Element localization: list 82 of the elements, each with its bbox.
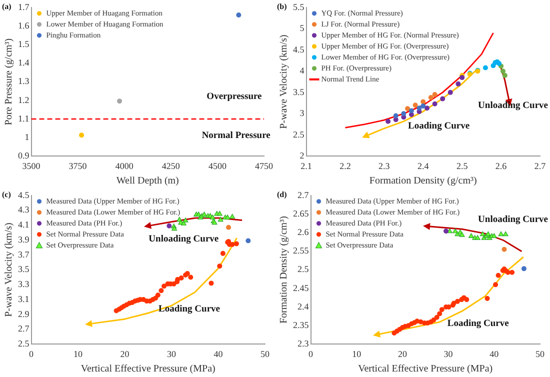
y-tick-label: 3.9	[18, 234, 30, 244]
y-tick-label: 2.7	[298, 190, 310, 200]
annotation: Unloading Curve	[148, 234, 219, 245]
y-tick-label: 4.1	[18, 220, 30, 230]
x-tick-label: 0	[308, 348, 314, 359]
x-tick-label: 3750	[68, 160, 88, 171]
x-tick-label: 40	[490, 348, 500, 359]
annotation: Unloading Curve	[478, 215, 548, 226]
y-axis-title: P-wave Velocity (km/s)	[4, 222, 15, 317]
x-axis-title: Vertical Effective Pressure (MPa)	[358, 364, 493, 375]
x-tick-label: 4250	[162, 160, 180, 171]
chart-title: (a)	[2, 2, 12, 12]
annotation: Loading Curve	[158, 304, 220, 315]
x-tick-label: 2.2	[340, 160, 351, 171]
x-tick-label: 0	[29, 348, 34, 359]
y-tick-label: 1.1	[18, 113, 30, 124]
y-tick-label: 2.9	[18, 308, 30, 319]
y-tick-label: 2.55	[293, 246, 310, 256]
y-tick-label: 1	[24, 132, 30, 142]
x-tick-label: 30	[167, 348, 176, 359]
annotation: Loading Curve	[447, 319, 509, 330]
y-tick-label: 2.5	[293, 129, 305, 140]
y-tick-label: 2.4	[298, 301, 310, 312]
x-tick-label: 40	[214, 348, 224, 359]
x-tick-label: 10	[74, 348, 83, 359]
x-tick-label: 30	[444, 348, 454, 359]
x-tick-label: 4750	[255, 160, 274, 171]
y-tick-label: 2.45	[293, 282, 310, 293]
annotation: Overpressure	[206, 92, 262, 102]
y-tick-label: 2.7	[18, 324, 30, 334]
x-tick-label: 20	[398, 348, 408, 359]
x-axis-title: Well Depth (m)	[116, 176, 179, 187]
chart-title: (d)	[277, 190, 288, 200]
x-tick-label: 2.6	[495, 160, 508, 171]
y-tick-label: 3.7	[18, 249, 30, 260]
y-tick-label: 0.9	[18, 150, 30, 161]
y-tick-label: 1.2	[18, 94, 30, 105]
y-tick-label: 2.65	[293, 208, 310, 218]
x-axis-title: Formation Density (g/cm³)	[369, 176, 477, 187]
x-tick-label: 2.1	[300, 160, 312, 171]
x-tick-label: 50	[260, 348, 270, 359]
x-tick-label: 2.7	[534, 160, 546, 171]
x-tick-label: 10	[352, 348, 362, 359]
y-tick-label: 2.5	[18, 338, 30, 349]
annotation: Loading Curve	[408, 121, 470, 132]
y-tick-label: 5.5	[293, 2, 305, 12]
x-tick-label: 2.5	[456, 160, 468, 171]
y-tick-label: 3.5	[18, 264, 30, 274]
y-axis-title: Pore Pressure (g/cm³)	[4, 38, 15, 126]
y-tick-label: 2	[300, 150, 304, 161]
y-tick-label: 1.7	[18, 2, 30, 12]
y-tick-label: 2.6	[298, 226, 310, 237]
y-tick-label: 3	[300, 108, 305, 118]
y-tick-label: 1.4	[18, 58, 30, 68]
y-tick-label: 5	[300, 23, 305, 34]
x-tick-label: 3500	[22, 160, 41, 171]
y-tick-label: 4.3	[18, 204, 30, 215]
y-tick-label: 2.5	[298, 264, 310, 274]
y-tick-label: 1.5	[18, 38, 30, 49]
chart-title: (b)	[277, 2, 288, 12]
annotation: Unloading Curve	[478, 101, 548, 112]
y-tick-label: 4	[300, 66, 305, 76]
y-tick-label: 3.1	[18, 294, 30, 304]
y-tick-label: 3.5	[293, 86, 305, 97]
x-tick-label: 4000	[115, 160, 134, 171]
x-tick-label: 2.3	[378, 160, 390, 171]
y-tick-label: 2.3	[298, 338, 310, 349]
x-tick-label: 4500	[208, 160, 227, 171]
x-tick-label: 20	[120, 348, 130, 359]
y-tick-label: 4.5	[18, 190, 30, 200]
x-tick-label: 2.4	[418, 160, 430, 171]
y-tick-label: 2.35	[293, 320, 310, 330]
annotation: Normal Pressure	[202, 130, 270, 141]
y-tick-label: 3.3	[18, 279, 30, 290]
y-axis-title: Formation Density (g/cm³)	[278, 216, 290, 324]
x-axis-title: Vertical Effective Pressure (MPa)	[80, 364, 216, 375]
chart-title: (c)	[2, 190, 12, 200]
x-tick-label: 50	[536, 348, 545, 359]
y-tick-label: 4.5	[293, 44, 305, 54]
y-axis-title: P-wave Velocity (km/s)	[278, 34, 290, 129]
y-tick-label: 1.6	[18, 20, 30, 30]
y-tick-label: 1.3	[18, 76, 30, 86]
